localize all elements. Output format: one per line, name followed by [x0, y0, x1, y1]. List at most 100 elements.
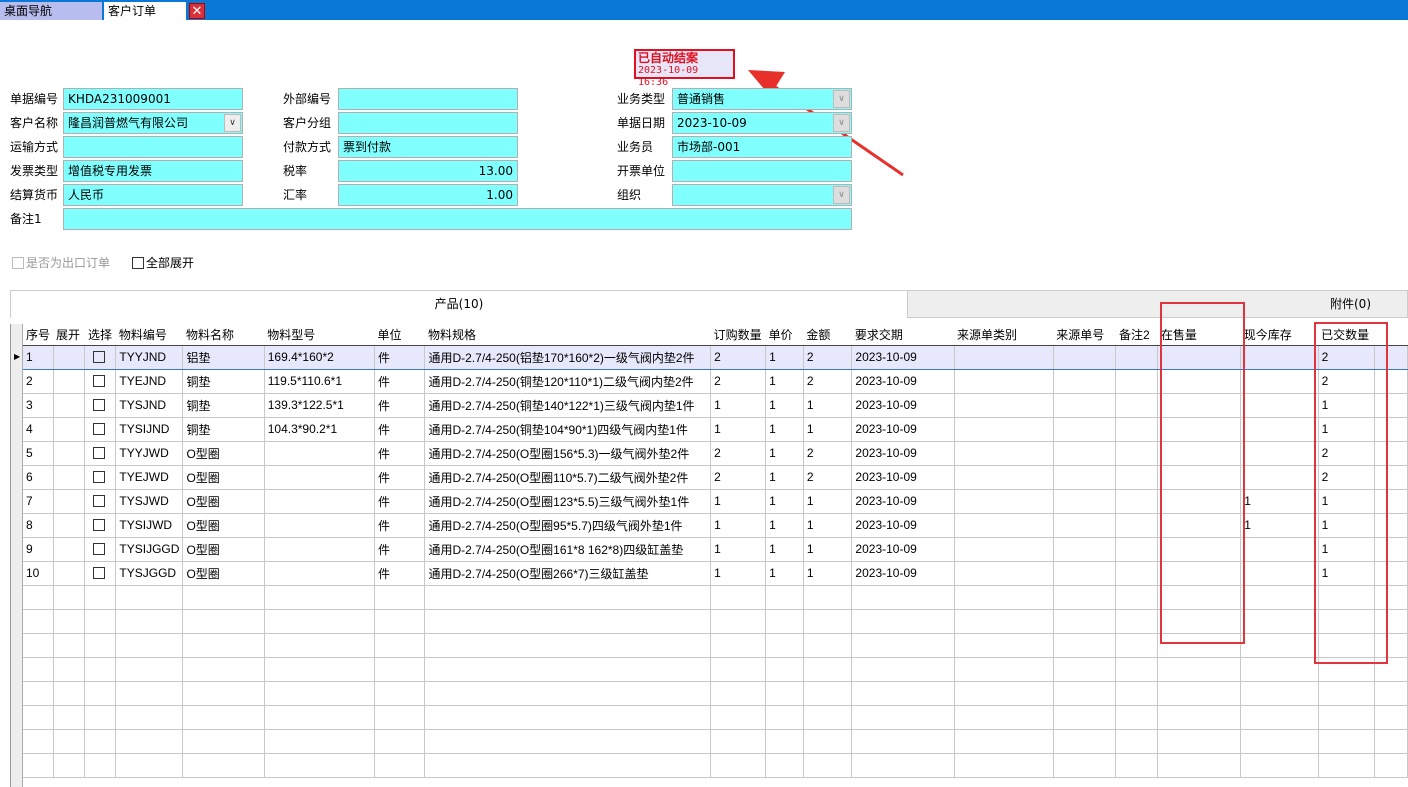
table-cell[interactable]	[1115, 417, 1159, 442]
table-cell[interactable]: 8	[23, 513, 54, 538]
table-cell[interactable]	[954, 729, 1054, 754]
table-cell[interactable]: 2	[803, 345, 853, 370]
table-cell[interactable]: 件	[374, 417, 426, 442]
table-cell[interactable]	[1115, 753, 1159, 778]
table-cell[interactable]: 1	[803, 537, 853, 562]
table-cell[interactable]: 4	[23, 417, 54, 442]
table-cell[interactable]	[765, 657, 804, 682]
table-cell[interactable]	[1157, 561, 1242, 586]
table-cell[interactable]: 2	[1318, 465, 1375, 490]
table-cell[interactable]: TYEJWD	[115, 465, 184, 490]
table-cell[interactable]	[53, 345, 86, 370]
shipping-field[interactable]	[63, 136, 243, 158]
select-checkbox[interactable]	[93, 351, 106, 363]
table-cell[interactable]	[954, 753, 1054, 778]
table-cell[interactable]	[803, 633, 853, 658]
table-cell[interactable]: TYSIJWD	[115, 513, 184, 538]
table-cell[interactable]: 2023-10-09	[851, 393, 955, 418]
table-cell[interactable]	[851, 753, 955, 778]
table-cell[interactable]: 2	[710, 441, 767, 466]
doc-no-field[interactable]: KHDA231009001	[63, 88, 243, 110]
table-cell[interactable]	[182, 681, 265, 706]
select-checkbox[interactable]	[93, 495, 106, 507]
table-cell[interactable]: 件	[374, 393, 426, 418]
table-cell[interactable]: O型圈	[182, 537, 265, 562]
table-cell[interactable]	[374, 681, 426, 706]
table-row[interactable]: 4 TYSIJND 铜垫 104.3*90.2*1 件通用D-2.7/4-250(铜垫1…	[23, 417, 1408, 442]
table-cell[interactable]	[53, 489, 86, 514]
table-cell[interactable]	[84, 537, 117, 562]
table-cell[interactable]: 1	[1318, 513, 1375, 538]
table-cell[interactable]: 1	[765, 489, 804, 514]
table-cell[interactable]	[182, 609, 265, 634]
table-cell[interactable]	[803, 705, 853, 730]
table-cell[interactable]	[1318, 729, 1375, 754]
select-checkbox[interactable]	[93, 447, 106, 459]
table-cell[interactable]	[23, 705, 54, 730]
table-cell[interactable]: 通用D-2.7/4-250(铜垫104*90*1)四级气阀内垫1件	[424, 417, 712, 442]
tab-attachments[interactable]: 附件(0)	[907, 290, 1408, 318]
empty-row[interactable]	[23, 633, 1408, 658]
table-cell[interactable]: 1	[710, 561, 767, 586]
table-cell[interactable]	[84, 681, 117, 706]
table-cell[interactable]	[424, 633, 712, 658]
table-cell[interactable]: 铜垫	[182, 393, 265, 418]
table-cell[interactable]: 1	[1318, 561, 1375, 586]
column-header[interactable]: 备注2	[1115, 324, 1158, 346]
tab-products[interactable]: 产品(10)	[10, 290, 908, 318]
table-cell[interactable]: 1	[1318, 537, 1375, 562]
table-cell[interactable]: 1	[710, 417, 767, 442]
select-checkbox[interactable]	[93, 423, 106, 435]
table-cell[interactable]	[264, 729, 376, 754]
table-cell[interactable]	[53, 369, 86, 394]
column-header[interactable]: 已交数量	[1318, 324, 1375, 346]
table-cell[interactable]	[1115, 393, 1159, 418]
table-cell[interactable]	[1157, 393, 1242, 418]
table-cell[interactable]	[1240, 705, 1319, 730]
table-cell[interactable]	[84, 417, 117, 442]
tab-customer-order[interactable]: 客户订单	[104, 2, 186, 20]
table-cell[interactable]	[1318, 609, 1375, 634]
table-cell[interactable]	[1374, 657, 1408, 682]
table-cell[interactable]	[84, 705, 117, 730]
table-cell[interactable]	[84, 441, 117, 466]
table-cell[interactable]	[53, 561, 86, 586]
table-cell[interactable]	[954, 609, 1054, 634]
table-cell[interactable]	[1053, 345, 1117, 370]
table-cell[interactable]: 5	[23, 441, 54, 466]
table-cell[interactable]	[264, 609, 376, 634]
column-header[interactable]: 单位	[374, 324, 425, 346]
table-cell[interactable]	[765, 729, 804, 754]
table-cell[interactable]	[765, 633, 804, 658]
table-cell[interactable]	[710, 657, 767, 682]
close-tab-icon[interactable]: ✕	[189, 3, 205, 19]
table-cell[interactable]	[264, 441, 376, 466]
table-cell[interactable]: 2	[710, 345, 767, 370]
table-cell[interactable]: 6	[23, 465, 54, 490]
table-cell[interactable]	[710, 681, 767, 706]
table-cell[interactable]: 2	[1318, 441, 1375, 466]
table-cell[interactable]	[710, 753, 767, 778]
table-row[interactable]: 3 TYSJND 铜垫 139.3*122.5*1 件通用D-2.7/4-250(铜垫1…	[23, 393, 1408, 418]
table-cell[interactable]	[264, 753, 376, 778]
table-cell[interactable]: 通用D-2.7/4-250(铝垫170*160*2)一级气阀内垫2件	[424, 345, 712, 370]
table-cell[interactable]	[374, 705, 426, 730]
chevron-down-icon[interactable]: ∨	[224, 114, 241, 132]
select-checkbox[interactable]	[93, 399, 106, 411]
table-cell[interactable]	[1053, 729, 1117, 754]
table-cell[interactable]: 件	[374, 561, 426, 586]
table-cell[interactable]: 1	[23, 345, 54, 370]
table-cell[interactable]: 铜垫	[182, 369, 265, 394]
table-cell[interactable]	[374, 729, 426, 754]
table-cell[interactable]	[115, 729, 184, 754]
table-cell[interactable]	[1115, 369, 1159, 394]
table-cell[interactable]	[424, 705, 712, 730]
expand-all-checkbox[interactable]: 全部展开	[132, 255, 194, 271]
table-cell[interactable]	[53, 705, 86, 730]
table-cell[interactable]	[1157, 345, 1242, 370]
table-cell[interactable]	[424, 585, 712, 610]
table-cell[interactable]	[84, 561, 117, 586]
table-cell[interactable]	[1053, 417, 1117, 442]
invoice-unit-field[interactable]	[672, 160, 852, 182]
table-cell[interactable]	[954, 561, 1054, 586]
